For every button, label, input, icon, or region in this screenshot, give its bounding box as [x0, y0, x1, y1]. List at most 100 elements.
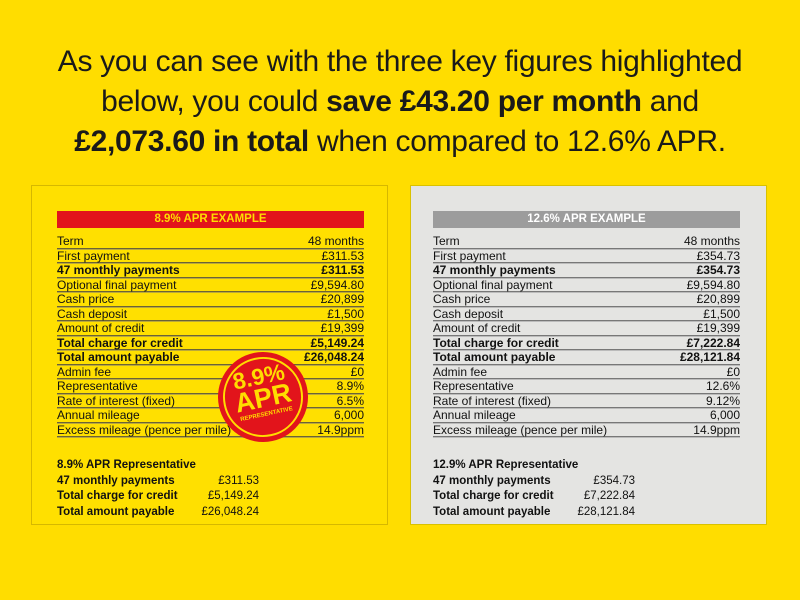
- row-value: 12.6%: [705, 379, 740, 393]
- panel-title: 8.9% APR EXAMPLE: [57, 211, 364, 228]
- table-row: 47 monthly payments £354.73: [433, 263, 740, 278]
- row-value: £20,899: [696, 292, 740, 306]
- summary-value: £5,149.24: [207, 490, 259, 502]
- summary-value: £26,048.24: [201, 505, 259, 518]
- table-row: Amount of credit £19,399: [57, 321, 364, 336]
- row-value: £0: [726, 364, 740, 379]
- summary-label: Total amount payable: [57, 505, 175, 518]
- table-row: Admin fee £0: [57, 364, 364, 379]
- table-row: Representative 8.9%: [57, 379, 364, 394]
- summary-label: Total charge for credit: [433, 490, 554, 502]
- row-value: 48 months: [683, 234, 740, 248]
- table-row: Term 48 months: [433, 234, 740, 249]
- table-row: Total charge for credit £7,222.84: [433, 335, 740, 350]
- row-value: £9,594.80: [310, 277, 364, 292]
- row-label: Optional final payment: [57, 277, 177, 292]
- table-row: Total amount payable £28,121.84: [433, 350, 740, 365]
- row-label: First payment: [433, 248, 506, 263]
- row-label: Amount of credit: [57, 321, 145, 335]
- row-label: Admin fee: [433, 364, 488, 379]
- row-label: Total charge for credit: [433, 335, 559, 350]
- row-label: Rate of interest (fixed): [433, 393, 552, 408]
- headline-highlight-monthly: save £43.20 per month: [326, 85, 642, 118]
- row-value: 9.12%: [705, 393, 740, 408]
- summary-label: 47 monthly payments: [433, 474, 551, 487]
- row-value: £1,500: [327, 306, 364, 321]
- table-row: Optional final payment £9,594.80: [57, 277, 364, 292]
- summary-line: Total charge for credit £7,222.84: [433, 489, 635, 505]
- row-label: Admin fee: [57, 364, 112, 379]
- summary-value: £354.73: [593, 474, 635, 487]
- row-label: First payment: [57, 248, 130, 263]
- row-value: £354.73: [696, 248, 740, 263]
- table-row: Term 48 months: [57, 234, 364, 249]
- row-label: Excess mileage (pence per mile): [57, 422, 232, 437]
- table-row: Annual mileage 6,000: [433, 408, 740, 423]
- table-row: Representative 12.6%: [433, 379, 740, 394]
- summary-value: £7,222.84: [583, 490, 635, 502]
- row-value: 6,000: [709, 408, 740, 422]
- row-label: 47 monthly payments: [433, 263, 556, 277]
- table-row: Annual mileage 6,000: [57, 408, 364, 423]
- row-label: Annual mileage: [433, 408, 516, 422]
- row-label: Optional final payment: [433, 277, 553, 292]
- row-label: Cash deposit: [433, 306, 504, 321]
- table-row: Rate of interest (fixed) 9.12%: [433, 393, 740, 408]
- summary-label: Total amount payable: [433, 505, 551, 518]
- summary-value: £28,121.84: [577, 505, 635, 518]
- summary-label: 47 monthly payments: [57, 474, 175, 487]
- summary-title: 8.9% APR Representative: [57, 459, 196, 471]
- row-value: £311.53: [321, 248, 365, 263]
- row-value: 48 months: [307, 234, 364, 248]
- finance-table: Term 48 months First payment £311.53 47 mont…: [57, 234, 364, 437]
- row-value: £19,399: [696, 321, 740, 335]
- row-value: 14.9ppm: [317, 422, 364, 437]
- summary-line: Total amount payable £26,048.24: [57, 505, 259, 521]
- table-row: Optional final payment £9,594.80: [433, 277, 740, 292]
- table-row: First payment £354.73: [433, 248, 740, 263]
- row-label: 47 monthly payments: [57, 263, 180, 277]
- summary-line: Total charge for credit £5,149.24: [57, 489, 259, 505]
- row-label: Representative: [433, 379, 514, 393]
- table-row: First payment £311.53: [57, 248, 365, 263]
- headline: As you can see with the three key figure…: [0, 42, 800, 162]
- row-value: 8.9%: [336, 379, 364, 393]
- row-value: £19,399: [320, 321, 364, 335]
- table-row: Cash deposit £1,500: [57, 306, 364, 321]
- table-row: Cash price £20,899: [57, 292, 364, 307]
- row-value: 6.5%: [336, 393, 364, 408]
- table-row: Cash price £20,899: [433, 292, 740, 307]
- table-row: Excess mileage (pence per mile) 14.9ppm: [57, 422, 364, 437]
- row-label: Rate of interest (fixed): [57, 393, 176, 408]
- row-label: Excess mileage (pence per mile): [433, 422, 608, 437]
- row-value: £20,899: [320, 292, 364, 306]
- row-value: £311.53: [321, 263, 364, 277]
- row-value: 6,000: [333, 408, 364, 422]
- row-label: Total charge for credit: [57, 335, 183, 350]
- apr-example-panel-12-6: 12.6% APR EXAMPLE Term 48 months First pay…: [410, 185, 767, 525]
- headline-text: below, you could: [101, 85, 327, 118]
- row-label: Total amount payable: [57, 350, 180, 364]
- row-value: £0: [350, 364, 364, 379]
- row-label: Total amount payable: [433, 350, 556, 364]
- representative-summary: 8.9% APR Representative 47 monthly paymen…: [57, 458, 259, 520]
- summary-line: 47 monthly payments £311.53: [57, 474, 259, 490]
- panel-title: 12.6% APR EXAMPLE: [433, 211, 740, 228]
- table-row: Cash deposit £1,500: [433, 306, 740, 321]
- representative-summary: 12.9% APR Representative 47 monthly payme…: [433, 458, 635, 520]
- table-row: Excess mileage (pence per mile) 14.9ppm: [433, 422, 740, 437]
- table-row: 47 monthly payments £311.53: [57, 263, 364, 278]
- row-label: Amount of credit: [433, 321, 521, 335]
- row-value: £28,121.84: [679, 350, 740, 364]
- table-row: Amount of credit £19,399: [433, 321, 740, 336]
- row-value: £7,222.84: [686, 335, 740, 350]
- headline-highlight-total: £2,073.60 in total: [74, 125, 309, 158]
- row-label: Cash deposit: [57, 306, 128, 321]
- summary-line: 47 monthly payments £354.73: [433, 474, 635, 490]
- headline-text: when compared to 12.6% APR.: [308, 125, 726, 158]
- apr-example-panel-8-9: 8.9% APR EXAMPLE Term 48 months First paym…: [31, 185, 388, 525]
- headline-text: and: [641, 85, 699, 118]
- table-row: Admin fee £0: [433, 364, 740, 379]
- row-label: Annual mileage: [57, 408, 140, 422]
- row-label: Representative: [57, 379, 138, 393]
